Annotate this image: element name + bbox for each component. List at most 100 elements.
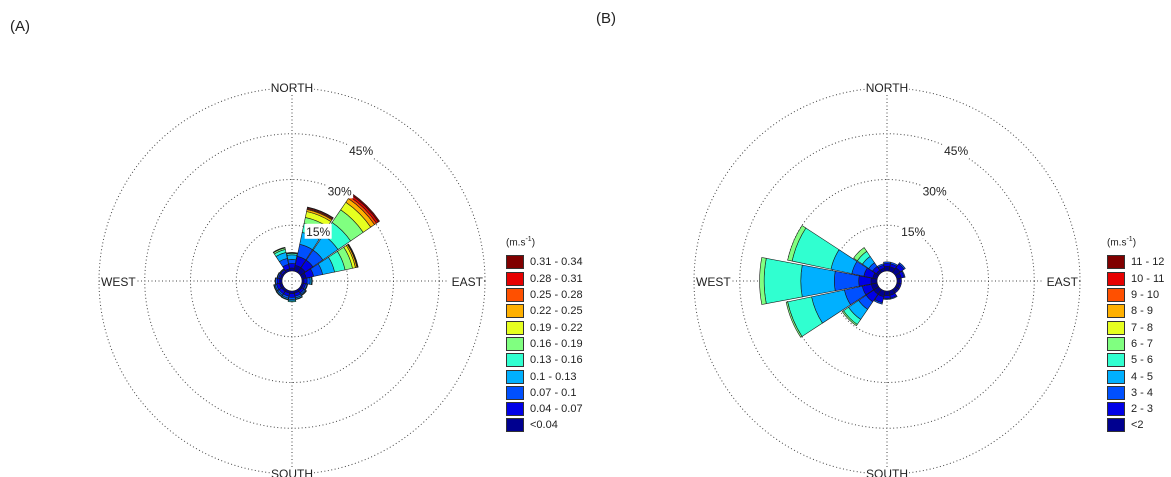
legend-label: 3 - 4: [1131, 386, 1154, 399]
ring-label-bg-15: [304, 223, 332, 239]
legend-swatch: [506, 385, 524, 400]
legend-label: 0.19 - 0.22: [530, 321, 583, 334]
legend-entry: 0.22 - 0.25: [506, 303, 583, 319]
petal-segment-0-1: [883, 263, 891, 268]
petal-segment-90-4: [311, 276, 313, 286]
legend-label: 0.07 - 0.1: [530, 386, 577, 399]
petal-segment-135-4: [301, 290, 307, 296]
legend-swatch: [506, 320, 524, 335]
windrose-b: 15% 30% 45% NORTH SOUTH EAST WEST: [693, 81, 1081, 477]
compass-label-north: NORTH: [271, 81, 313, 95]
legend-swatch: [506, 304, 524, 319]
legend-entry: 4 - 5: [1107, 368, 1164, 384]
legend-b-rows: 11 - 12 10 - 11 9 - 10 8 - 9 7 - 8 6 - 7 5 - 6…: [1107, 254, 1164, 433]
legend-a-rows: 0.31 - 0.34 0.28 - 0.31 0.25 - 0.28 0.22 - …: [506, 254, 583, 433]
legend-swatch: [506, 271, 524, 286]
legend-label: 6 - 7: [1131, 337, 1154, 350]
petal-segment-315-3: [279, 268, 285, 274]
legend-entry: 0.25 - 0.28: [506, 287, 583, 303]
petal-segment-180-1: [288, 293, 296, 298]
petal-segment-90-1: [899, 277, 902, 285]
panel-label-a: (A): [10, 18, 30, 35]
petal-segment-67.5-2: [901, 270, 906, 278]
legend-a: (m.s-1) 0.31 - 0.34 0.28 - 0.31 0.25 - 0.2…: [506, 236, 583, 434]
compass-bg-east: [1042, 275, 1078, 289]
legend-label: 9 - 10: [1131, 289, 1160, 302]
legend-entry: <0.04: [506, 417, 583, 433]
petal-segment-270-4: [763, 257, 803, 305]
petal-segment-90-1: [303, 277, 308, 285]
legend-swatch: [506, 336, 524, 351]
legend-b-title: (m.s-1): [1107, 236, 1137, 249]
legend-label: 10 - 11: [1131, 272, 1165, 285]
legend-entry: 0.28 - 0.31: [506, 271, 583, 287]
petal-segment-45-2: [898, 262, 906, 270]
legend-swatch: [1107, 369, 1125, 384]
petal-segment-157.5-2: [890, 295, 898, 300]
petal-segment-157.5-4: [295, 296, 303, 301]
legend-label: 5 - 6: [1131, 354, 1154, 367]
petal-segment-247.5-4: [273, 284, 278, 292]
petal-segment-337.5-6: [272, 246, 286, 254]
legend-label: 0.04 - 0.07: [530, 403, 583, 416]
legend-label: 0.13 - 0.16: [530, 354, 583, 367]
petal-segment-180-0: [289, 290, 295, 295]
petal-segment-180-2: [883, 297, 891, 300]
compass-bg-west: [696, 275, 732, 289]
legend-swatch: [1107, 385, 1125, 400]
legend-swatch: [506, 418, 524, 433]
legend-label: 4 - 5: [1131, 370, 1154, 383]
legend-swatch: [506, 255, 524, 270]
legend-label: 2 - 3: [1131, 403, 1154, 416]
legend-label: 8 - 9: [1131, 305, 1154, 318]
ring-label-bg-30: [326, 183, 354, 199]
petal-segment-22.5-2: [890, 261, 898, 267]
petal-segment-225-5: [841, 310, 858, 327]
ring-label-45: 45%: [349, 144, 373, 158]
petal-segment-0-6: [286, 252, 298, 254]
legend-label: 0.31 - 0.34: [530, 256, 583, 269]
legend-label: 11 - 12: [1131, 256, 1165, 269]
legend-swatch: [1107, 418, 1125, 433]
petal-segment-292.5-5: [787, 225, 807, 262]
ring-label-15: 15%: [306, 225, 330, 239]
petal-segment-180-1: [883, 294, 891, 299]
compass-label-north: NORTH: [866, 81, 908, 95]
petal-segment-67.5-9: [347, 243, 359, 268]
legend-entry: 5 - 6: [1107, 352, 1164, 368]
legend-swatch: [506, 369, 524, 384]
compass-label-west: WEST: [696, 275, 731, 289]
petal-segment-270-5: [759, 257, 767, 305]
ring-label-bg-45: [347, 142, 375, 158]
ring-label-30: 30%: [328, 184, 352, 198]
legend-label: 0.16 - 0.19: [530, 337, 583, 350]
petal-segment-225-4: [275, 291, 282, 298]
legend-entry: 0.19 - 0.22: [506, 320, 583, 336]
petal-segment-180-0: [883, 290, 891, 296]
petal-segment-270-3: [800, 264, 836, 298]
panel-label-b: (B): [596, 10, 616, 27]
legend-entry: 10 - 11: [1107, 271, 1164, 287]
petal-segment-112.5-1: [897, 283, 902, 290]
legend-label: 0.28 - 0.31: [530, 272, 583, 285]
compass-bg-east: [447, 275, 483, 289]
ring-label-30: 30%: [923, 184, 947, 198]
petal-segment-0-3: [286, 254, 298, 261]
compass-label-east: EAST: [452, 275, 484, 289]
petal-segment-0-2: [883, 261, 891, 265]
legend-entry: 9 - 10: [1107, 287, 1164, 303]
legend-entry: 0.16 - 0.19: [506, 336, 583, 352]
legend-label: <2: [1131, 419, 1144, 432]
legend-label: 7 - 8: [1131, 321, 1154, 334]
compass-bg-south: [865, 467, 909, 477]
legend-entry: 0.31 - 0.34: [506, 254, 583, 270]
legend-label: 0.1 - 0.13: [530, 370, 577, 383]
petal-segment-0-1: [288, 263, 296, 269]
petal-segment-135-1: [893, 287, 900, 294]
legend-entry: 0.07 - 0.1: [506, 385, 583, 401]
legend-swatch: [1107, 320, 1125, 335]
legend-entry: 0.1 - 0.13: [506, 368, 583, 384]
ring-label-bg-45: [942, 142, 970, 158]
legend-entry: 11 - 12: [1107, 254, 1164, 270]
legend-entry: <2: [1107, 417, 1164, 433]
